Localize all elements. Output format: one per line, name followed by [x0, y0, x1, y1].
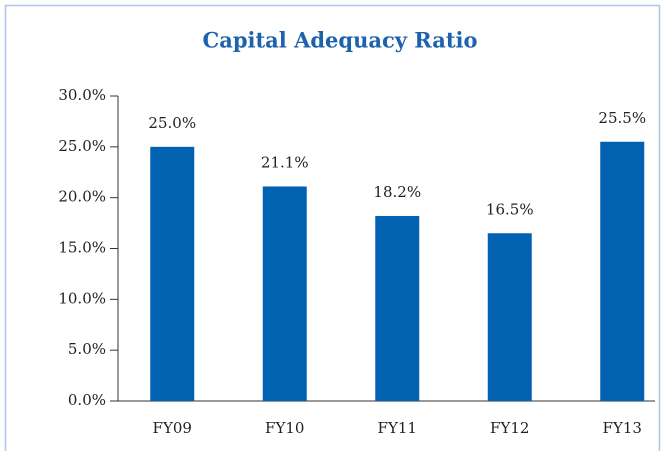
y-tick-label: 0.0% — [68, 391, 106, 409]
y-tick-label: 5.0% — [68, 340, 106, 358]
data-label: 21.1% — [261, 153, 309, 171]
y-tick-label: 30.0% — [58, 86, 106, 104]
frame — [4, 4, 661, 451]
data-label: 18.2% — [373, 183, 421, 201]
y-tick-label: 25.0% — [58, 137, 106, 155]
x-tick-label: FY13 — [603, 419, 642, 437]
x-tick-label: FY10 — [265, 419, 304, 437]
data-label: 16.5% — [486, 200, 534, 218]
bar — [600, 141, 645, 401]
x-tick-label: FY12 — [490, 419, 529, 437]
bar — [262, 186, 307, 401]
x-tick-label: FY11 — [378, 419, 417, 437]
y-tick-label: 10.0% — [58, 289, 106, 307]
chart-title: Capital Adequacy Ratio — [203, 28, 478, 53]
data-label: 25.5% — [598, 109, 646, 127]
y-tick-label: 15.0% — [58, 239, 106, 257]
bar — [375, 215, 420, 401]
y-tick-label: 20.0% — [58, 188, 106, 206]
data-label: 25.0% — [148, 114, 196, 132]
bar — [150, 146, 195, 401]
bar — [487, 233, 532, 401]
x-tick-label: FY09 — [153, 419, 192, 437]
